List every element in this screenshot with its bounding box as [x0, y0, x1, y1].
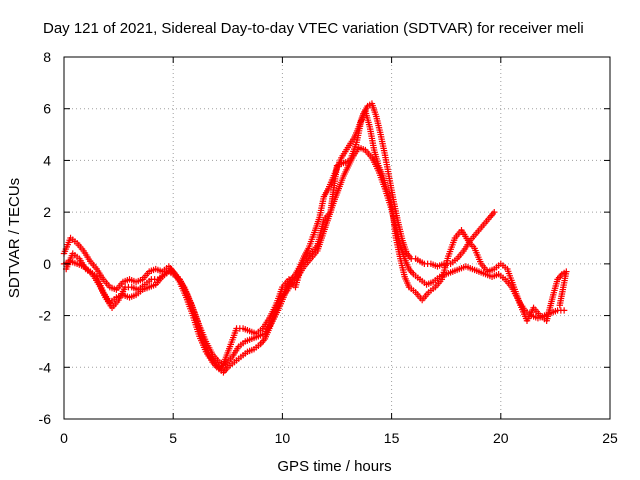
- y-axis-label: SDTVAR / TECUs: [6, 178, 23, 298]
- y-tick-label: 8: [43, 49, 51, 65]
- y-tick-label: -6: [39, 411, 52, 427]
- axis-ticks: 0 5 10 15 20 25 -6 -4 -2 0 2 4 6 8: [39, 49, 618, 446]
- y-tick-label: 2: [43, 204, 51, 220]
- x-tick-label: 15: [384, 430, 400, 446]
- chart-title: Day 121 of 2021, Sidereal Day-to-day VTE…: [43, 20, 584, 37]
- data-points: [60, 100, 570, 376]
- y-tick-label: 6: [43, 101, 51, 117]
- x-axis-label: GPS time / hours: [277, 458, 391, 475]
- x-tick-label: 20: [493, 430, 509, 446]
- y-tick-label: 0: [43, 256, 51, 272]
- x-tick-label: 10: [275, 430, 291, 446]
- series-track-b: [60, 144, 568, 368]
- y-tick-label: -4: [39, 359, 52, 375]
- y-tick-label: 4: [43, 152, 51, 168]
- data-point: [560, 307, 568, 314]
- series-track-c: [62, 108, 570, 374]
- x-tick-label: 0: [60, 430, 68, 446]
- x-tick-label: 25: [602, 430, 618, 446]
- y-tick-label: -2: [39, 308, 52, 324]
- x-tick-label: 5: [169, 430, 177, 446]
- grid: [64, 57, 610, 419]
- data-point: [556, 302, 563, 309]
- series-track-a: [60, 100, 498, 376]
- plot-frame: [63, 56, 611, 420]
- data-point: [491, 208, 498, 216]
